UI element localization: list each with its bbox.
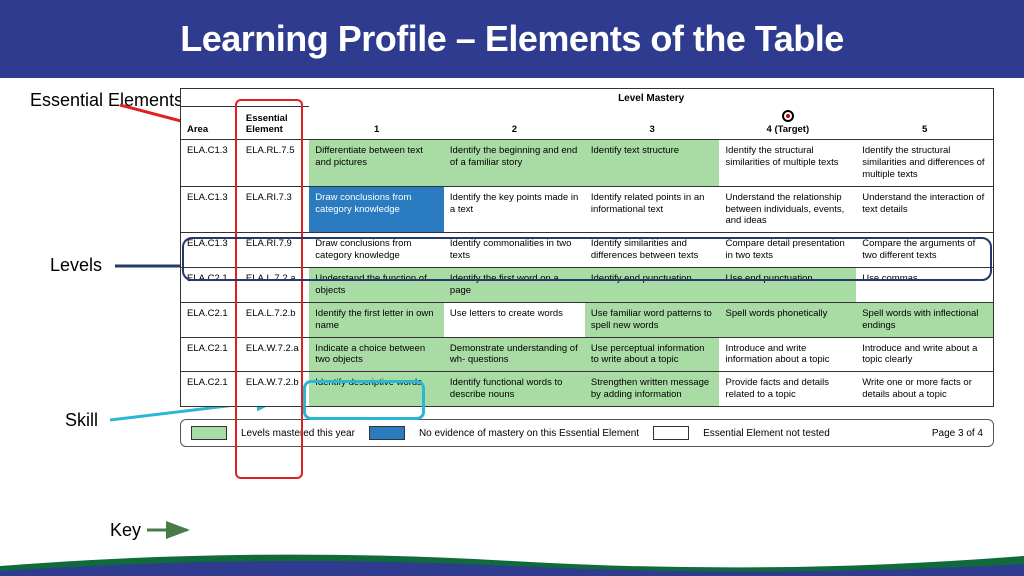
table-row: ELA.C2.1ELA.L.7.2.aUnderstand the functi… <box>181 268 993 303</box>
cell-skill: Draw conclusions from category knowledge <box>309 233 444 268</box>
cell-skill: Indicate a choice between two objects <box>309 337 444 372</box>
col-level-4-target: 4 (Target) <box>719 106 856 140</box>
title-banner: Learning Profile – Elements of the Table <box>0 0 1024 78</box>
cell-skill: Identify the structural similarities of … <box>719 140 856 187</box>
target-icon <box>782 110 794 122</box>
table-row: ELA.C1.3ELA.RI.7.9Draw conclusions from … <box>181 233 993 268</box>
cell-skill: Demonstrate understanding of wh- questio… <box>444 337 585 372</box>
cell-skill: Compare the arguments of two different t… <box>856 233 993 268</box>
table-body: ELA.C1.3ELA.RL.7.5Differentiate between … <box>181 140 993 407</box>
cell-element: ELA.W.7.2.a <box>240 337 309 372</box>
cell-skill: Identify the key points made in a text <box>444 186 585 233</box>
mastery-group-header: Level Mastery <box>309 89 993 106</box>
cell-area: ELA.C2.1 <box>181 337 240 372</box>
cell-skill: Use letters to create words <box>444 302 585 337</box>
cell-skill: Differentiate between text and pictures <box>309 140 444 187</box>
cell-skill: Use end punctuation <box>719 268 856 303</box>
col-level-1: 1 <box>309 106 444 140</box>
callout-key: Key <box>110 520 141 541</box>
cell-skill: Compare detail presentation in two texts <box>719 233 856 268</box>
cell-skill: Provide facts and details related to a t… <box>719 372 856 406</box>
cell-skill: Strengthen written message by adding inf… <box>585 372 720 406</box>
col-area: Area <box>181 106 240 140</box>
col-level-5: 5 <box>856 106 993 140</box>
cell-skill: Identify the first letter in own name <box>309 302 444 337</box>
cell-skill: Understand the relationship between indi… <box>719 186 856 233</box>
cell-skill: Use commas <box>856 268 993 303</box>
cell-element: ELA.RL.7.5 <box>240 140 309 187</box>
cell-element: ELA.L.7.2.b <box>240 302 309 337</box>
page-title: Learning Profile – Elements of the Table <box>30 18 994 60</box>
cell-skill: Identify the beginning and end of a fami… <box>444 140 585 187</box>
mastery-table-container: Level Mastery Area Essential Element 1 2… <box>180 88 994 407</box>
cell-element: ELA.W.7.2.b <box>240 372 309 406</box>
cell-skill: Identify related points in an informatio… <box>585 186 720 233</box>
cell-area: ELA.C2.1 <box>181 302 240 337</box>
cell-skill: Understand the interaction of text detai… <box>856 186 993 233</box>
cell-skill: Identify the structural similarities and… <box>856 140 993 187</box>
swatch-nottested <box>653 426 689 440</box>
cell-area: ELA.C1.3 <box>181 186 240 233</box>
col-element: Essential Element <box>240 106 309 140</box>
cell-skill: Understand the function of objects <box>309 268 444 303</box>
legend-mastered: Levels mastered this year <box>241 428 355 439</box>
table-row: ELA.C2.1ELA.W.7.2.bIdentify descriptive … <box>181 372 993 406</box>
arrow-key <box>145 520 195 540</box>
cell-skill: Introduce and write information about a … <box>719 337 856 372</box>
cell-skill: Write one or more facts or details about… <box>856 372 993 406</box>
cell-skill: Spell words with inflectional endings <box>856 302 993 337</box>
table-row: ELA.C2.1ELA.L.7.2.bIdentify the first le… <box>181 302 993 337</box>
legend-nottested: Essential Element not tested <box>703 428 830 439</box>
cell-skill: Use perceptual information to write abou… <box>585 337 720 372</box>
table-row: ELA.C1.3ELA.RI.7.3Draw conclusions from … <box>181 186 993 233</box>
cell-skill: Spell words phonetically <box>719 302 856 337</box>
cell-skill: Identify similarities and differences be… <box>585 233 720 268</box>
column-headers: Area Essential Element 1 2 3 4 (Target) … <box>181 106 993 140</box>
cell-area: ELA.C2.1 <box>181 268 240 303</box>
cell-element: ELA.L.7.2.a <box>240 268 309 303</box>
cell-skill: Use familiar word patterns to spell new … <box>585 302 720 337</box>
cell-element: ELA.RI.7.3 <box>240 186 309 233</box>
cell-area: ELA.C1.3 <box>181 233 240 268</box>
cell-skill: Identify commonalities in two texts <box>444 233 585 268</box>
cell-skill: Introduce and write about a topic clearl… <box>856 337 993 372</box>
page-number: Page 3 of 4 <box>932 428 983 439</box>
cell-skill: Identify functional words to describe no… <box>444 372 585 406</box>
cell-skill: Identify descriptive words <box>309 372 444 406</box>
mastery-table: Level Mastery Area Essential Element 1 2… <box>181 89 993 406</box>
col-level-2: 2 <box>444 106 585 140</box>
swatch-mastered <box>191 426 227 440</box>
cell-area: ELA.C1.3 <box>181 140 240 187</box>
cell-skill: Draw conclusions from category knowledge <box>309 186 444 233</box>
cell-skill: Identify end punctuation <box>585 268 720 303</box>
cell-element: ELA.RI.7.9 <box>240 233 309 268</box>
swatch-noevidence <box>369 426 405 440</box>
legend-noevidence: No evidence of mastery on this Essential… <box>419 428 639 439</box>
col-level-3: 3 <box>585 106 720 140</box>
decorative-wave <box>0 546 1024 576</box>
table-row: ELA.C1.3ELA.RL.7.5Differentiate between … <box>181 140 993 187</box>
cell-area: ELA.C2.1 <box>181 372 240 406</box>
cell-skill: Identify text structure <box>585 140 720 187</box>
legend-key: Levels mastered this year No evidence of… <box>180 419 994 447</box>
cell-skill: Identify the first word on a page <box>444 268 585 303</box>
table-row: ELA.C2.1ELA.W.7.2.aIndicate a choice bet… <box>181 337 993 372</box>
